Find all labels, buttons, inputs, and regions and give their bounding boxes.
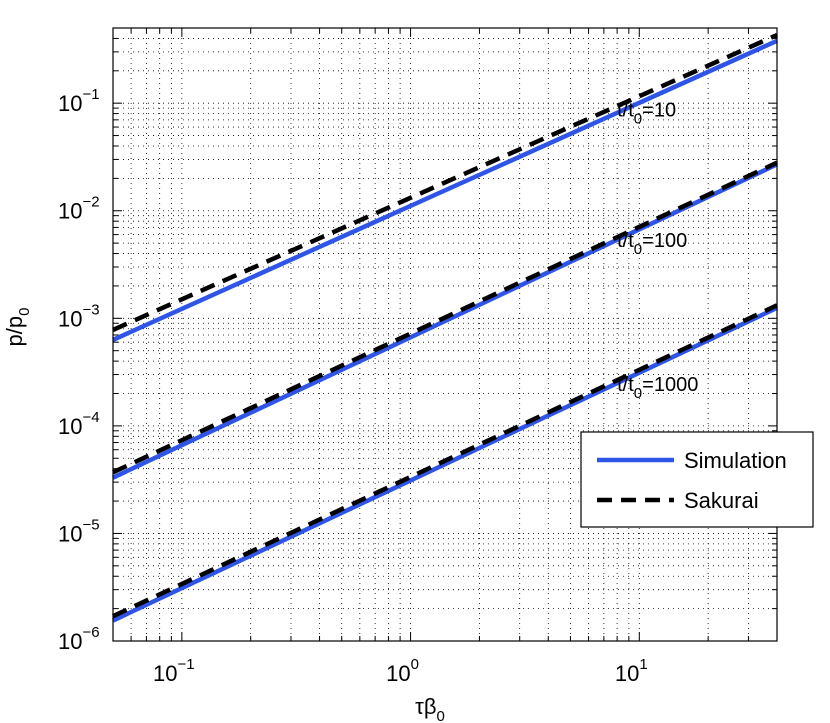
series-layer <box>112 32 778 623</box>
y-tick-label: 10−4 <box>58 409 100 439</box>
series-line-simulation <box>112 305 778 623</box>
legend: Simulation Sakurai <box>580 431 814 528</box>
y-tick-label: 10−3 <box>58 301 100 331</box>
curve-annotation: t/t0=1000 <box>617 374 698 402</box>
curve-annotation: t/t0=10 <box>617 100 676 128</box>
series-line-simulation <box>112 38 778 342</box>
series-line-sakurai <box>112 303 778 619</box>
curve-annotation: t/t0=100 <box>617 230 687 258</box>
x-tick-labels: 10−1 100 101 <box>153 656 648 686</box>
y-tick-label: 10−1 <box>58 86 100 116</box>
y-tick-labels: 10−6 10−5 10−4 10−3 10−2 10−1 <box>58 86 100 654</box>
legend-box <box>580 431 814 528</box>
grid-lines <box>112 27 778 642</box>
plot-background <box>113 28 777 641</box>
annotations: t/t0=10 t/t0=100 t/t0=1000 <box>617 100 698 403</box>
legend-label-simulation: Simulation <box>684 448 787 473</box>
legend-label-sakurai: Sakurai <box>684 488 759 513</box>
tick-marks <box>112 27 778 642</box>
x-tick-label: 10−1 <box>153 656 195 686</box>
x-tick-label: 100 <box>386 656 419 686</box>
y-tick-label: 10−5 <box>58 516 100 546</box>
x-tick-label: 101 <box>615 656 648 686</box>
y-axis-label: p/p0 <box>2 308 33 347</box>
series-line-sakurai <box>112 160 778 475</box>
x-axis-label: τβ0 <box>415 694 445 723</box>
series-line-sakurai <box>112 32 778 332</box>
y-tick-label: 10−2 <box>58 194 100 224</box>
y-tick-label: 10−6 <box>58 624 100 654</box>
